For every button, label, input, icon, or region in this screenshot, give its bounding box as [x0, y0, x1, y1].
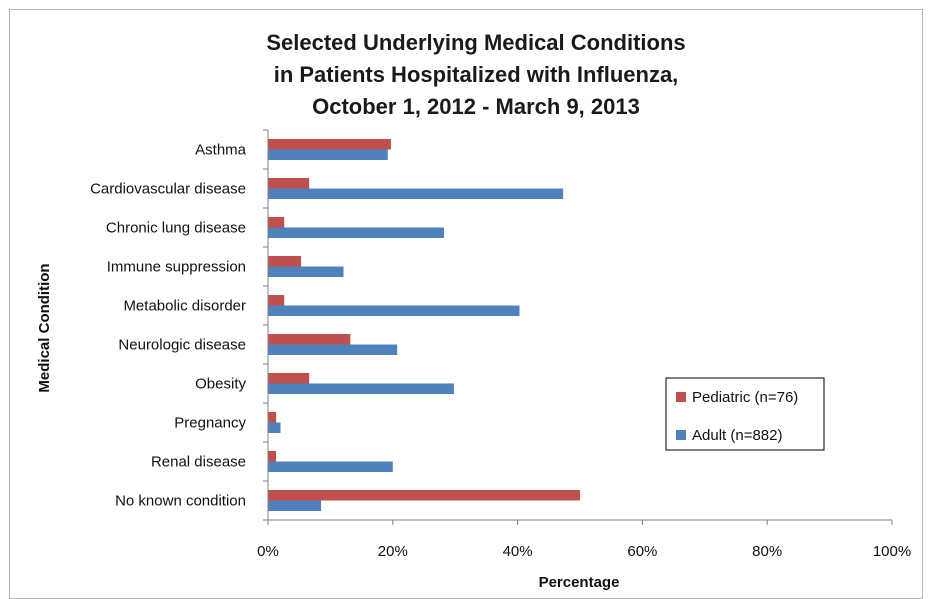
chart-title: Selected Underlying Medical Conditions i… [266, 30, 685, 119]
category-label-2: Chronic lung disease [106, 220, 246, 237]
bar-pediatric-5 [268, 334, 351, 345]
x-tick-labels: 0% 20% 40% 60% 80% 100% [257, 543, 911, 560]
bar-pediatric-4 [268, 295, 285, 306]
bar-adult-4 [268, 305, 520, 316]
legend-swatch-pediatric [676, 392, 686, 402]
bar-adult-2 [268, 227, 444, 238]
x-tick-label-5: 100% [873, 543, 911, 560]
bar-pediatric-6 [268, 373, 310, 384]
x-tick-label-3: 60% [627, 543, 657, 560]
category-label-8: Renal disease [151, 454, 246, 471]
bar-adult-7 [268, 422, 281, 433]
x-tick-label-4: 80% [752, 543, 782, 560]
chart-title-line-3: October 1, 2012 - March 9, 2013 [312, 94, 640, 119]
bar-pediatric-2 [268, 217, 285, 228]
category-label-5: Neurologic disease [118, 337, 246, 354]
legend-swatch-adult [676, 430, 686, 440]
legend-label-adult: Adult (n=882) [692, 427, 782, 444]
axes [263, 129, 893, 525]
bar-series-group [268, 139, 580, 511]
bar-adult-3 [268, 266, 344, 277]
bar-adult-5 [268, 344, 398, 355]
bar-pediatric-3 [268, 256, 302, 267]
category-label-3: Immune suppression [107, 259, 246, 276]
x-tick-label-1: 20% [378, 543, 408, 560]
bar-pediatric-7 [268, 412, 277, 423]
x-axis-title: Percentage [539, 574, 620, 591]
bar-pediatric-9 [268, 490, 580, 501]
y-axis-title: Medical Condition [36, 263, 53, 392]
category-label-7: Pregnancy [174, 415, 246, 432]
legend-box [665, 377, 825, 451]
bar-pediatric-1 [268, 178, 310, 189]
category-label-0: Asthma [195, 142, 247, 159]
bar-adult-8 [268, 461, 393, 472]
x-tick-label-0: 0% [257, 543, 279, 560]
bar-pediatric-8 [268, 451, 277, 462]
bar-pediatric-0 [268, 139, 391, 150]
chart-title-line-2: in Patients Hospitalized with Influenza, [274, 62, 679, 87]
legend: Pediatric (n=76) Adult (n=882) [665, 377, 825, 451]
bar-adult-1 [268, 188, 564, 199]
x-tick-label-2: 40% [503, 543, 533, 560]
bar-adult-6 [268, 383, 454, 394]
category-label-4: Metabolic disorder [123, 298, 246, 315]
legend-label-pediatric: Pediatric (n=76) [692, 389, 798, 406]
category-label-1: Cardiovascular disease [90, 181, 246, 198]
chart-frame [9, 9, 923, 599]
category-label-6: Obesity [195, 376, 246, 393]
bar-adult-9 [268, 500, 322, 511]
bar-adult-0 [268, 149, 388, 160]
chart-title-line-1: Selected Underlying Medical Conditions [266, 30, 685, 55]
category-label-9: No known condition [115, 493, 246, 510]
category-labels: Asthma Cardiovascular disease Chronic lung… [90, 142, 247, 510]
